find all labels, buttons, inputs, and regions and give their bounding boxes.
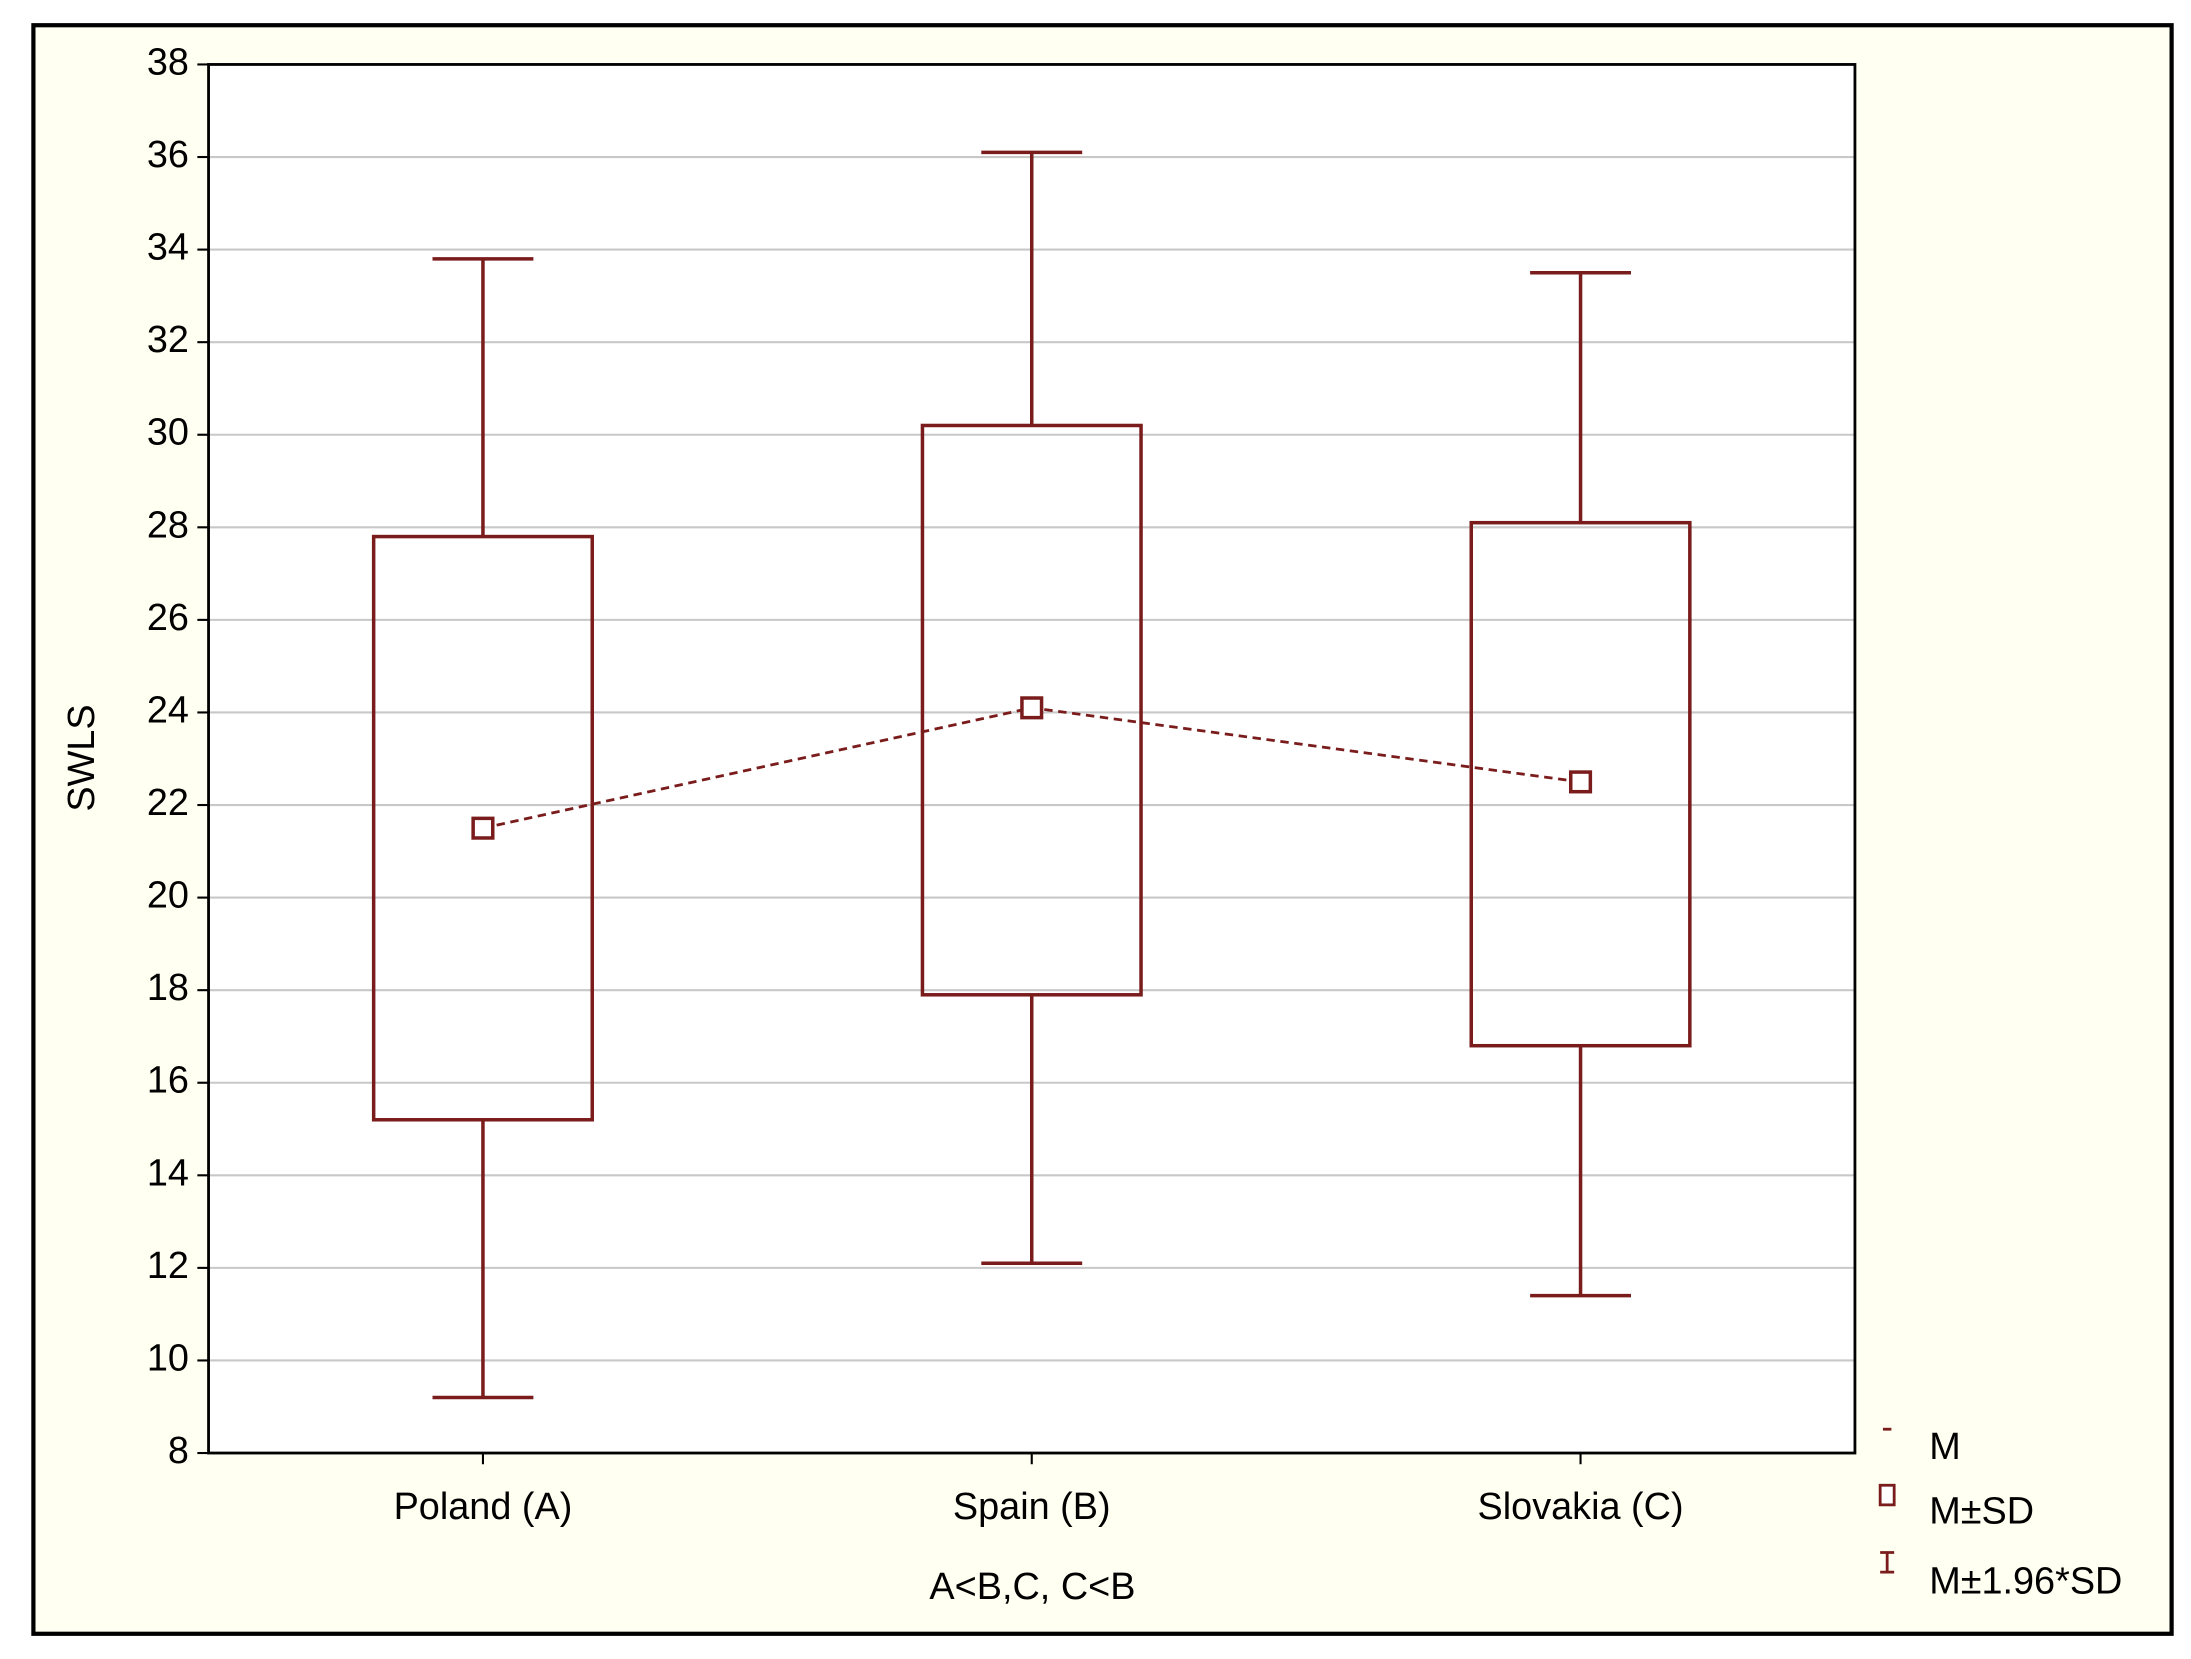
legend-label: M±1.96*SD xyxy=(1929,1560,2122,1602)
mean-marker xyxy=(1568,770,1593,794)
y-tick-label: 20 xyxy=(147,875,189,917)
x-tick-label: Slovakia (C) xyxy=(1478,1486,1684,1528)
x-tick-label: Poland (A) xyxy=(394,1486,573,1528)
y-tick-label: 26 xyxy=(147,597,189,639)
y-tick-label: 38 xyxy=(147,41,189,83)
mean-marker xyxy=(1020,696,1044,720)
legend-label: M xyxy=(1929,1426,1961,1468)
y-tick-label: 30 xyxy=(147,412,189,454)
y-tick-label: 18 xyxy=(147,967,189,1009)
y-axis-label: SWLS xyxy=(61,704,103,811)
y-tick-label: 36 xyxy=(147,134,189,176)
legend-label: M±SD xyxy=(1929,1490,2034,1532)
y-tick-label: 10 xyxy=(147,1337,189,1379)
y-tick-label: 12 xyxy=(147,1245,189,1287)
y-tick-label: 24 xyxy=(147,689,189,731)
y-tick-label: 16 xyxy=(147,1060,189,1102)
y-tick-label: 8 xyxy=(168,1430,189,1472)
y-tick-label: 14 xyxy=(147,1152,189,1194)
mean-marker xyxy=(471,816,495,840)
y-tick-label: 28 xyxy=(147,504,189,546)
sd-box xyxy=(371,534,594,1122)
y-tick-label: 32 xyxy=(147,319,189,361)
y-tick-label: 22 xyxy=(147,782,189,824)
x-axis-label: A<B,C, C<B xyxy=(929,1566,1135,1608)
x-tick-label: Spain (B) xyxy=(953,1486,1111,1528)
legend-symbol-sd xyxy=(1878,1483,1896,1507)
legend-symbol-ci xyxy=(1880,1551,1895,1574)
sd-box xyxy=(920,423,1143,997)
y-tick-label: 34 xyxy=(147,227,189,269)
sd-box xyxy=(1469,520,1692,1048)
